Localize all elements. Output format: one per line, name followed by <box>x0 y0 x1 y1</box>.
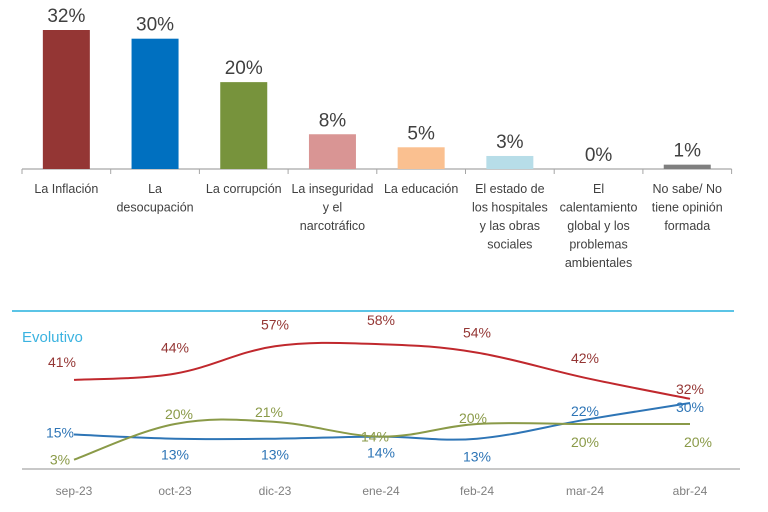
point-label: 44% <box>161 340 189 356</box>
point-label: 22% <box>571 403 599 419</box>
series-line <box>73 418 690 461</box>
point-label: 20% <box>165 406 193 422</box>
category-label: El estado de <box>475 182 545 196</box>
point-label: 30% <box>676 399 704 415</box>
bar-value-label: 3% <box>496 132 524 153</box>
category-label: No sabe/ No <box>653 182 723 196</box>
bar <box>308 134 356 169</box>
point-label: 14% <box>367 445 395 461</box>
point-label: 15% <box>46 425 74 441</box>
bar-value-label: 20% <box>225 58 263 79</box>
bar <box>397 147 445 169</box>
point-label: 20% <box>571 434 599 450</box>
category-label: La corrupción <box>206 182 282 196</box>
bar-value-label: 0% <box>585 145 613 166</box>
category-label: El <box>593 182 604 196</box>
point-label: 41% <box>48 354 76 370</box>
bar-value-label: 30% <box>136 15 174 36</box>
category-label: desocupación <box>116 201 193 215</box>
category-label: global y los <box>567 219 630 233</box>
x-tick-label: sep-23 <box>56 484 93 498</box>
x-tick-label: oct-23 <box>158 484 192 498</box>
line-chart: sep-23 oct-23 dic-23 ene-24 feb-24 mar-24 abr-… <box>22 312 740 498</box>
point-label: 42% <box>571 350 599 366</box>
category-label: formada <box>664 219 710 233</box>
category-label: problemas <box>569 238 627 252</box>
category-label: calentamiento <box>560 201 638 215</box>
category-label: La educación <box>384 182 458 196</box>
point-label: 13% <box>463 449 491 465</box>
category-label: narcotráfico <box>300 219 365 233</box>
category-label: los hospitales <box>472 201 548 215</box>
point-label: 3% <box>50 452 70 468</box>
x-tick-label: feb-24 <box>460 484 494 498</box>
line-chart-title: Evolutivo <box>22 329 83 346</box>
x-tick-label: ene-24 <box>362 484 400 498</box>
category-label: sociales <box>487 238 532 252</box>
point-label: 54% <box>463 325 491 341</box>
bar-value-label: 1% <box>674 141 702 162</box>
point-label: 13% <box>261 447 289 463</box>
category-label: La <box>148 182 162 196</box>
bar <box>220 82 268 169</box>
series-line <box>73 341 691 400</box>
bar-value-label: 32% <box>47 6 85 27</box>
bar-value-label: 8% <box>319 110 347 131</box>
x-tick-label: mar-24 <box>566 484 604 498</box>
bar <box>42 30 90 169</box>
point-label: 32% <box>676 381 704 397</box>
bar <box>131 38 179 169</box>
point-label: 13% <box>161 447 189 463</box>
point-label: 14% <box>361 429 389 445</box>
category-label: ambientales <box>565 256 632 270</box>
category-label: La inseguridad <box>291 182 373 196</box>
category-label: tiene opinión <box>652 201 723 215</box>
category-label: y las obras <box>480 219 540 233</box>
bar <box>663 164 711 169</box>
bar-chart: 32% La Inflación 30% La desocupación 20% La co… <box>21 6 733 270</box>
point-label: 57% <box>261 316 289 332</box>
point-label: 20% <box>459 410 487 426</box>
x-tick-label: abr-24 <box>673 484 708 498</box>
bar-value-label: 5% <box>407 123 435 144</box>
category-label: y el <box>323 201 342 215</box>
point-label: 58% <box>367 312 395 328</box>
bar <box>486 155 534 169</box>
point-label: 21% <box>255 404 283 420</box>
category-label: La Inflación <box>34 182 98 196</box>
x-tick-label: dic-23 <box>259 484 292 498</box>
point-label: 20% <box>684 434 712 450</box>
